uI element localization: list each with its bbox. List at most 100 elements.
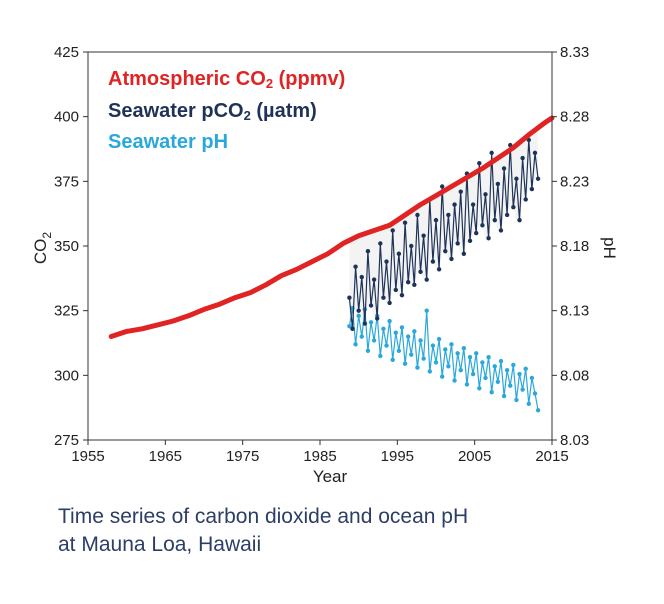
point-seawater-pco2 (368, 303, 374, 308)
point-seawater-ph (526, 401, 531, 406)
legend-atmospheric-co2: Atmospheric CO2 (ppmv) (108, 68, 345, 91)
point-seawater-pco2 (446, 212, 451, 218)
point-seawater-pco2 (390, 228, 395, 233)
x-axis-label: Year (313, 467, 348, 486)
y-right-tick-label: 8.23 (560, 173, 589, 190)
point-seawater-pco2 (356, 308, 361, 313)
legend-seawater-pco2-sub: 2 (244, 108, 251, 123)
x-tick-label: 1985 (303, 448, 336, 465)
point-seawater-ph (371, 338, 377, 343)
series-line-atmospheric-co2 (108, 115, 555, 339)
point-seawater-ph (523, 366, 528, 372)
legend-seawater-pco2: Seawater pCO2 (µatm) (108, 100, 317, 123)
point-seawater-pco2 (396, 251, 402, 256)
chart: 1955 1965 1975 1985 1995 2005 2015 275 300 325 350… (31, 44, 619, 486)
point-seawater-ph (529, 375, 535, 381)
point-seawater-ph (427, 369, 433, 374)
point-seawater-ph (436, 336, 442, 342)
x-tick-label: 1965 (149, 448, 182, 465)
point-seawater-pco2 (449, 256, 454, 262)
legend-seawater-ph: Seawater pH (108, 131, 228, 153)
point-seawater-pco2 (535, 176, 541, 181)
point-seawater-pco2 (477, 161, 482, 166)
y-left-tick-label: 400 (54, 109, 79, 126)
point-seawater-ph (520, 387, 525, 392)
y-right-tick-label: 8.13 (560, 303, 589, 320)
point-seawater-pco2 (492, 217, 497, 223)
y-right-tick-label: 8.28 (560, 109, 589, 126)
point-seawater-pco2 (393, 287, 398, 293)
point-seawater-ph (467, 355, 473, 360)
point-seawater-pco2 (365, 248, 371, 254)
point-seawater-pco2 (378, 241, 383, 246)
point-seawater-pco2 (495, 181, 501, 187)
y-right-tick-label: 8.33 (560, 44, 589, 61)
point-seawater-pco2 (498, 228, 504, 233)
y-axis-right-label: pH (600, 237, 619, 259)
point-seawater-ph (474, 351, 479, 356)
point-seawater-ph (477, 386, 482, 391)
point-seawater-ph (535, 408, 541, 413)
point-seawater-pco2 (430, 259, 436, 264)
point-seawater-ph (495, 379, 501, 384)
legend-atmospheric-co2-unit: (ppmv) (273, 68, 345, 90)
point-seawater-ph (532, 391, 538, 396)
point-seawater-pco2 (458, 189, 463, 194)
point-seawater-pco2 (402, 220, 408, 225)
point-seawater-ph (452, 378, 457, 383)
point-seawater-ph (412, 329, 417, 334)
point-seawater-pco2 (375, 316, 380, 321)
point-seawater-pco2 (384, 259, 389, 264)
y-left-tick-label: 425 (54, 44, 79, 61)
y-right-tick-label: 8.03 (560, 432, 589, 449)
point-seawater-ph (390, 357, 395, 363)
y-axis-left-label: CO2 (31, 232, 54, 265)
point-seawater-pco2 (424, 277, 429, 282)
point-seawater-ph (486, 355, 491, 360)
series-line-seawater-pco2 (348, 139, 539, 329)
y-right-tick-label: 8.18 (560, 238, 589, 255)
point-seawater-pco2 (347, 295, 352, 300)
point-seawater-pco2 (455, 241, 460, 246)
point-seawater-pco2 (371, 277, 377, 282)
legend-atmospheric-co2-sub: 2 (266, 76, 273, 91)
point-seawater-ph (517, 371, 522, 377)
point-seawater-pco2 (350, 326, 355, 331)
point-seawater-ph (514, 397, 519, 403)
point-seawater-ph (365, 348, 371, 353)
point-seawater-pco2 (511, 205, 516, 210)
point-seawater-ph (359, 334, 364, 339)
point-seawater-ph (415, 365, 420, 370)
point-seawater-pco2 (532, 150, 538, 156)
point-seawater-ph (405, 334, 411, 339)
point-seawater-ph (387, 318, 392, 324)
point-seawater-ph (449, 342, 454, 347)
series-layer (108, 115, 555, 413)
x-tick-label: 1975 (226, 448, 259, 465)
x-tick-label: 1955 (71, 448, 104, 465)
point-seawater-ph (501, 393, 507, 399)
point-seawater-pco2 (514, 176, 519, 181)
point-seawater-ph (489, 389, 494, 395)
point-seawater-ph (461, 345, 467, 351)
y-left-tick-label: 325 (54, 303, 79, 320)
point-seawater-pco2 (529, 186, 535, 192)
point-seawater-ph (443, 347, 448, 352)
point-seawater-pco2 (409, 243, 414, 249)
point-seawater-pco2 (418, 269, 423, 275)
point-seawater-ph (378, 353, 383, 359)
y-left-tick-label: 275 (54, 432, 79, 449)
point-seawater-pco2 (421, 233, 426, 238)
point-seawater-ph (483, 375, 488, 381)
point-seawater-pco2 (523, 197, 528, 202)
series-line-seawater-ph (348, 307, 539, 411)
caption: Time series of carbon dioxide and ocean … (58, 503, 618, 559)
point-seawater-ph (492, 364, 497, 369)
point-seawater-pco2 (436, 267, 442, 272)
y-left-tick-label: 300 (54, 367, 79, 384)
point-seawater-pco2 (362, 321, 368, 326)
point-seawater-ph (381, 326, 386, 331)
point-seawater-ph (455, 351, 460, 356)
point-seawater-pco2 (467, 238, 473, 244)
x-tick-label: 2015 (535, 448, 568, 465)
